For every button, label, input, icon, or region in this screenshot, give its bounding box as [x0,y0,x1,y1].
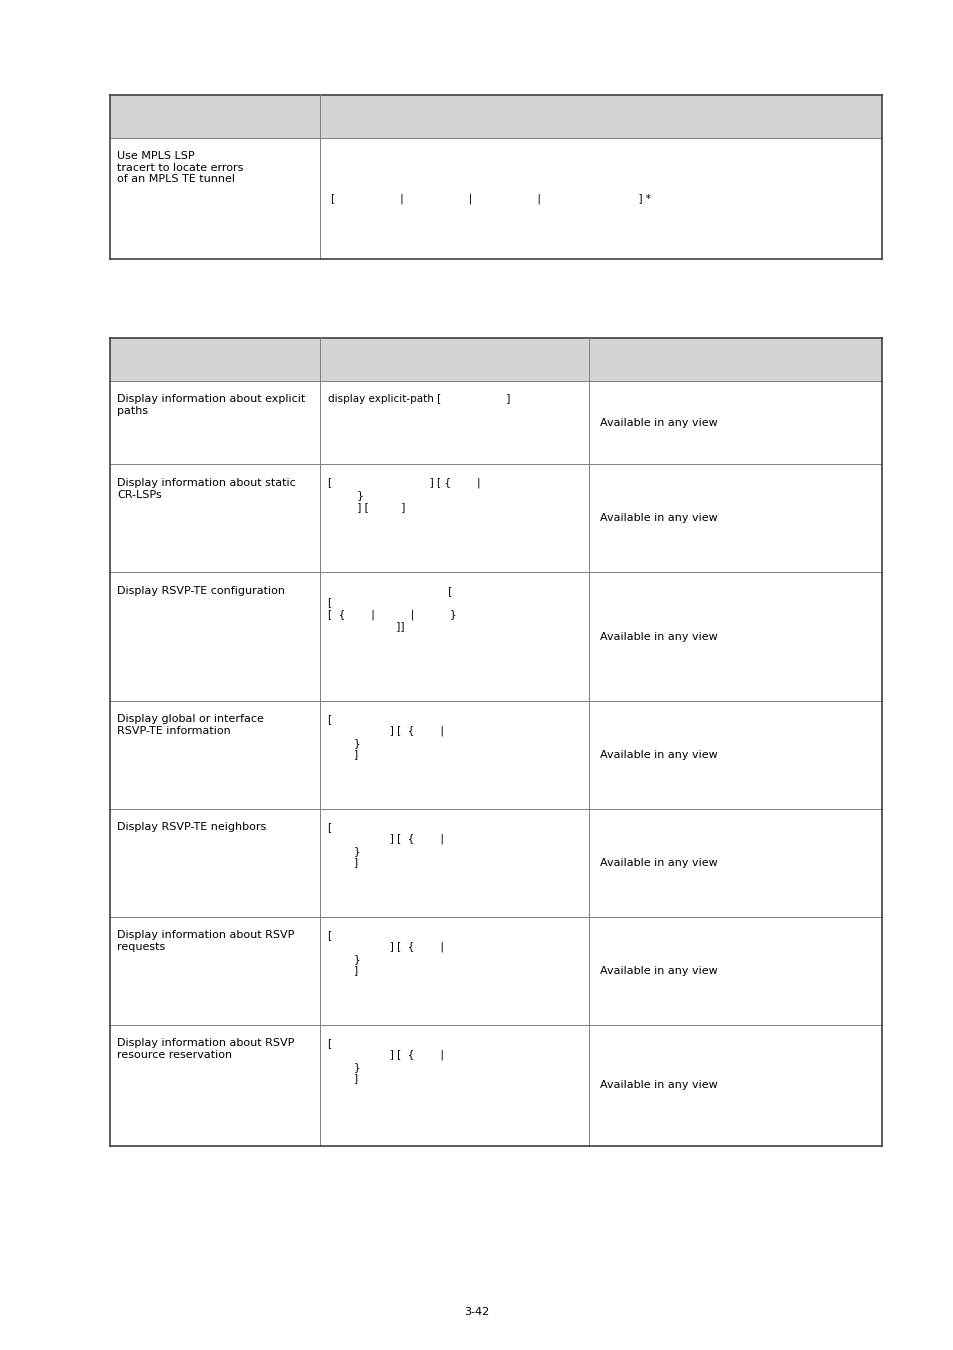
Text: Available in any view: Available in any view [599,1080,718,1091]
Text: [
                   ] [  {        |
        }
        ]: [ ] [ { | } ] [327,822,443,868]
Text: [
[
[  {        |           |           }
                     ]]: [ [ [ { | | } ]] [327,586,456,632]
Text: Display global or interface
RSVP-TE information: Display global or interface RSVP-TE info… [117,714,264,736]
Text: Display information about RSVP
requests: Display information about RSVP requests [117,930,294,952]
Text: [                    |                    |                    |                : [ | | | [331,193,651,204]
Text: Use MPLS LSP
tracert to locate errors
of an MPLS TE tunnel: Use MPLS LSP tracert to locate errors of… [117,151,243,185]
Text: [                              ] [ {        |
         }
         ] [          ]: [ ] [ { | } ] [ ] [327,478,479,512]
Text: Display RSVP-TE neighbors: Display RSVP-TE neighbors [117,822,266,832]
Bar [110,338,882,381]
Text: 3-42: 3-42 [464,1307,489,1318]
Text: [
                   ] [  {        |
        }
        ]: [ ] [ { | } ] [327,714,443,760]
Text: Available in any view: Available in any view [599,417,718,428]
Text: Available in any view: Available in any view [599,857,718,868]
Text: Display information about static
CR-LSPs: Display information about static CR-LSPs [117,478,295,500]
Text: Available in any view: Available in any view [599,749,718,760]
Text: Available in any view: Available in any view [599,632,718,641]
Bar [110,95,882,138]
Text: [
                   ] [  {        |
        }
        ]: [ ] [ { | } ] [327,930,443,976]
Text: Display information about RSVP
resource reservation: Display information about RSVP resource … [117,1038,294,1060]
Text: Available in any view: Available in any view [599,513,718,524]
Text: [
                   ] [  {        |
        }
        ]: [ ] [ { | } ] [327,1038,443,1084]
Text: display explicit-path [                    ]: display explicit-path [ ] [327,394,509,404]
Text: Available in any view: Available in any view [599,965,718,976]
Text: Display RSVP-TE configuration: Display RSVP-TE configuration [117,586,285,595]
Text: Display information about explicit
paths: Display information about explicit paths [117,394,305,416]
